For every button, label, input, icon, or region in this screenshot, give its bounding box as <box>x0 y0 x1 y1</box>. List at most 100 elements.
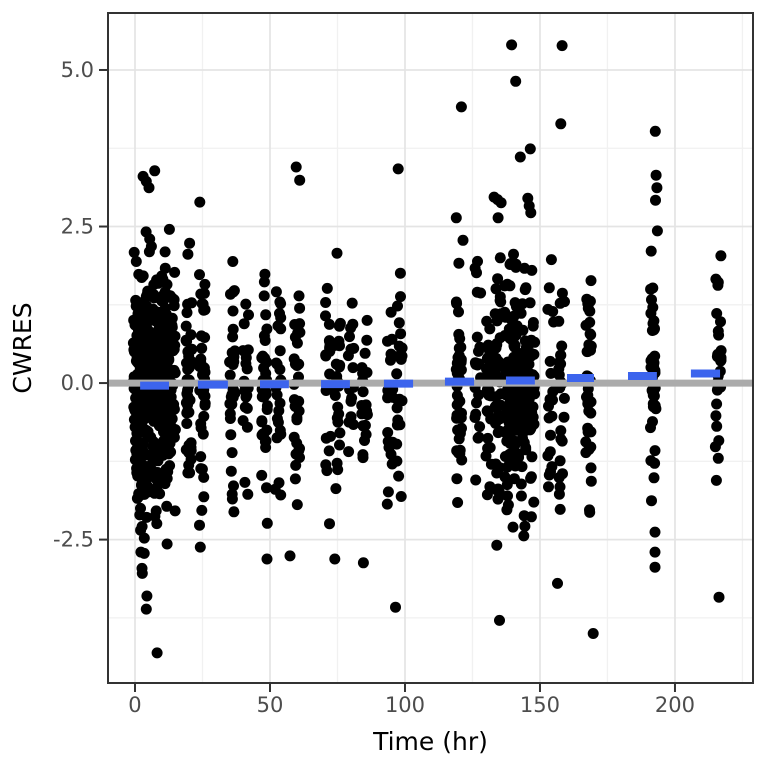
data-point <box>289 331 301 343</box>
data-point <box>489 308 501 320</box>
data-point <box>552 577 563 589</box>
data-point <box>238 318 250 330</box>
data-point <box>382 335 393 347</box>
data-point <box>508 340 520 352</box>
data-point <box>331 412 343 424</box>
data-point <box>585 407 597 419</box>
data-point <box>393 470 405 482</box>
x-axis-title: Time (hr) <box>372 727 488 756</box>
data-point <box>165 331 177 343</box>
data-point <box>225 429 237 441</box>
data-point <box>194 269 205 281</box>
data-point <box>150 505 162 517</box>
data-point <box>357 386 369 398</box>
axes-layer: 0 50 100 150 200 5.0 2.5 0.0 -2.5 <box>53 12 754 717</box>
data-point <box>645 283 657 295</box>
data-point <box>180 444 192 456</box>
data-point <box>225 465 237 477</box>
data-point <box>256 415 268 427</box>
data-point <box>181 418 193 429</box>
data-point <box>523 351 535 362</box>
data-point <box>140 603 152 615</box>
data-point <box>395 491 407 502</box>
data-point <box>256 469 268 481</box>
data-point <box>585 475 597 487</box>
data-point <box>650 194 661 206</box>
data-point <box>138 547 150 559</box>
data-point <box>381 498 393 510</box>
data-point <box>649 546 661 558</box>
data-point <box>360 429 372 440</box>
data-point <box>269 483 281 495</box>
data-point <box>158 467 170 479</box>
data-point <box>289 319 301 330</box>
data-point <box>494 252 506 264</box>
data-point <box>649 561 661 573</box>
data-point <box>469 412 481 423</box>
data-point <box>261 400 273 412</box>
data-point <box>294 302 306 314</box>
data-point <box>183 362 195 374</box>
data-point <box>502 499 514 511</box>
data-point <box>528 496 540 508</box>
data-point <box>334 427 346 439</box>
data-point <box>646 495 657 507</box>
data-point <box>491 467 503 479</box>
data-point <box>291 499 303 511</box>
data-point <box>556 340 568 352</box>
data-point <box>180 334 192 346</box>
data-point <box>394 267 406 279</box>
data-point <box>509 448 521 460</box>
data-point <box>323 445 335 457</box>
x-tick-label: 200 <box>655 693 695 717</box>
data-point <box>194 519 205 531</box>
data-point <box>260 435 272 447</box>
data-point <box>453 306 464 318</box>
data-point <box>558 411 570 423</box>
y-tick-label: 5.0 <box>61 58 94 82</box>
data-point <box>227 305 239 317</box>
data-point <box>393 317 405 329</box>
data-point <box>518 530 530 542</box>
data-point <box>507 521 519 533</box>
data-point <box>501 278 513 290</box>
data-point <box>390 601 401 613</box>
data-point <box>715 352 727 364</box>
x-tick-label: 100 <box>385 693 425 717</box>
data-point <box>138 532 150 544</box>
data-point <box>480 450 492 462</box>
data-point <box>166 413 178 425</box>
panel-border <box>107 12 754 684</box>
data-point <box>395 291 406 303</box>
data-point <box>517 432 528 444</box>
data-point <box>361 334 373 346</box>
data-point <box>453 342 465 354</box>
data-point <box>260 309 272 321</box>
data-point <box>136 567 148 579</box>
data-point <box>159 262 171 274</box>
data-point <box>546 410 558 422</box>
data-point <box>165 446 177 458</box>
data-point <box>711 398 723 410</box>
data-point <box>274 345 286 357</box>
data-point <box>343 446 355 458</box>
x-tick-label: 50 <box>257 693 284 717</box>
data-point <box>293 445 305 457</box>
data-point <box>382 486 394 498</box>
data-point <box>161 538 173 550</box>
data-point <box>130 256 142 267</box>
data-point <box>183 459 195 471</box>
data-point <box>224 369 236 381</box>
data-point <box>243 309 254 321</box>
reference-layer <box>108 369 753 390</box>
data-point <box>324 518 335 530</box>
data-point <box>525 207 537 219</box>
data-point <box>544 446 556 458</box>
data-point <box>228 285 240 297</box>
data-point <box>293 358 305 370</box>
data-point <box>489 401 501 413</box>
data-point <box>648 472 660 484</box>
data-point <box>288 431 300 443</box>
data-point <box>510 75 522 87</box>
